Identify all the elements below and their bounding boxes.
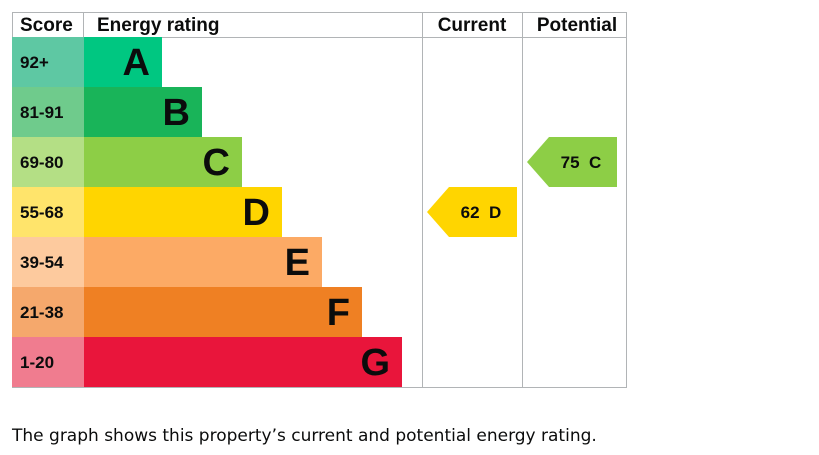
potential-rating-arrow (527, 137, 617, 187)
score-range-f: 21-38 (20, 303, 63, 322)
rating-markers: 62 D 75 C (427, 137, 617, 237)
rating-bar-g (84, 337, 402, 387)
score-range-c: 69-80 (20, 153, 63, 172)
rating-bar-f (84, 287, 362, 337)
rating-bar-c (84, 137, 242, 187)
rating-bar-a (84, 37, 162, 87)
score-range-b: 81-91 (20, 103, 63, 122)
score-cell-g (12, 337, 84, 387)
rating-letter-b: B (163, 92, 190, 134)
rating-letter-a: A (123, 42, 150, 84)
potential-rating-label: 75 C (561, 153, 602, 172)
rating-letter-d: D (243, 192, 270, 234)
rating-letter-c: C (203, 142, 230, 184)
score-range-d: 55-68 (20, 203, 63, 222)
header-energy-rating: Energy rating (97, 15, 219, 36)
score-cell-a (12, 37, 84, 87)
score-cell-d (12, 187, 84, 237)
header-score: Score (20, 15, 73, 36)
rating-letter-g: G (360, 342, 390, 384)
score-cell-e (12, 237, 84, 287)
score-range-e: 39-54 (20, 253, 64, 272)
current-rating-label: 62 D (461, 203, 502, 222)
header-potential: Potential (537, 15, 617, 36)
rating-bands: 92+ A 81-91 B 69-80 C 55-68 D 39-54 E 21-38 F 1-20 G (12, 37, 402, 387)
rating-bar-e (84, 237, 322, 287)
chart-caption: The graph shows this property’s current … (12, 426, 597, 446)
rating-letter-e: E (285, 242, 310, 284)
header-current: Current (438, 15, 507, 36)
score-range-a: 92+ (20, 53, 49, 72)
score-cell-f (12, 287, 84, 337)
energy-rating-chart: Score Energy rating Current Potential 92… (12, 12, 627, 388)
score-cell-c (12, 137, 84, 187)
rating-letter-f: F (327, 292, 350, 334)
current-rating-arrow (427, 187, 517, 237)
rating-bar-d (84, 187, 282, 237)
score-cell-b (12, 87, 84, 137)
rating-bar-b (84, 87, 202, 137)
score-range-g: 1-20 (20, 353, 54, 372)
